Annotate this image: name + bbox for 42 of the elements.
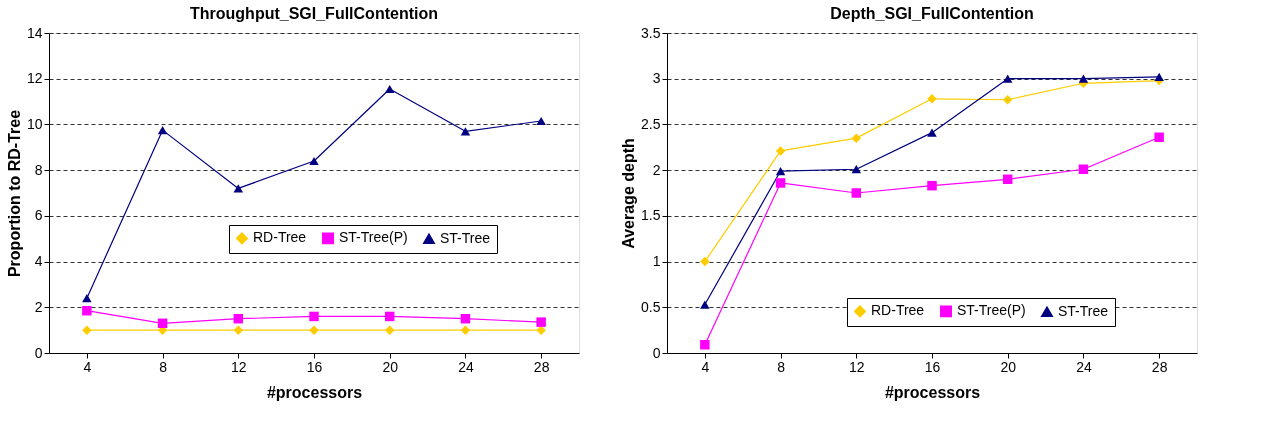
y-tick-label: 8	[34, 161, 43, 178]
legend-label: ST-Tree	[1058, 302, 1109, 319]
y-tick-label: 2	[34, 298, 43, 315]
x-tick-label: 20	[382, 358, 399, 375]
x-tick-label: 24	[458, 358, 474, 375]
y-axis-title: Average depth	[620, 138, 638, 249]
legend-label: RD-Tree	[253, 229, 307, 246]
y-tick-label: 2	[652, 161, 661, 178]
y-tick-label: 12	[26, 70, 43, 87]
y-tick-label: 4	[34, 253, 43, 270]
legend-label: RD-Tree	[871, 302, 925, 319]
y-tick-label: 1.5	[641, 207, 661, 224]
x-tick-label: 12	[231, 358, 247, 375]
x-tick-label: 4	[83, 358, 92, 375]
x-tick-label: 8	[159, 358, 168, 375]
y-tick-label: 6	[34, 207, 43, 224]
chart-title: Throughput_SGI_FullContention	[190, 5, 438, 22]
legend-label: ST-Tree	[440, 229, 491, 246]
x-tick-label: 4	[701, 358, 710, 375]
x-tick-label: 20	[1000, 358, 1017, 375]
x-tick-label: 16	[306, 358, 323, 375]
y-tick-label: 3	[652, 70, 661, 87]
x-tick-label: 28	[1151, 358, 1168, 375]
y-tick-label: 14	[26, 24, 43, 41]
legend-label: ST-Tree(P)	[957, 302, 1026, 319]
x-tick-label: 12	[849, 358, 865, 375]
y-tick-label: 0.5	[641, 298, 661, 315]
x-tick-label: 8	[777, 358, 786, 375]
y-tick-label: 3.5	[641, 24, 661, 41]
x-axis-title: #processors	[884, 383, 981, 401]
x-tick-label: 16	[924, 358, 941, 375]
y-tick-label: 0	[652, 344, 661, 361]
chart-title: Depth_SGI_FullContention	[830, 5, 1034, 22]
y-tick-label: 2.5	[641, 115, 661, 132]
x-tick-label: 28	[533, 358, 550, 375]
x-axis-title: #processors	[266, 383, 363, 401]
x-tick-label: 24	[1076, 358, 1092, 375]
y-axis-title: Proportion to RD-Tree	[5, 109, 23, 278]
legend-label: ST-Tree(P)	[339, 229, 408, 246]
y-tick-label: 0	[34, 344, 43, 361]
y-tick-label: 10	[26, 115, 43, 132]
y-tick-label: 1	[652, 253, 661, 270]
